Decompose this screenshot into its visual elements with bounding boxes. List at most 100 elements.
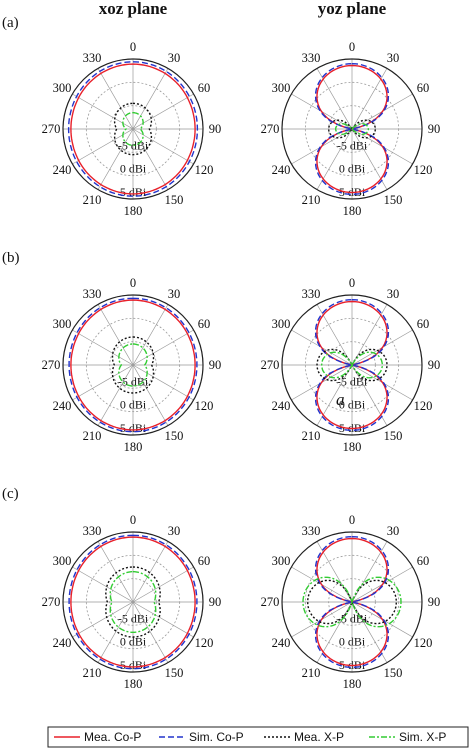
angle-tick-label: 0 (349, 513, 355, 527)
angle-tick-label: 270 (42, 595, 61, 609)
series-line (118, 343, 148, 387)
series-line (109, 571, 157, 633)
angle-tick-label: 330 (83, 524, 102, 538)
series-line (105, 566, 161, 638)
series-line (122, 112, 144, 146)
angular-grid-spoke (132, 329, 194, 366)
polar-outer-ring (281, 58, 423, 200)
angular-grid-spoke (132, 566, 194, 603)
angle-tick-label: 300 (272, 554, 291, 568)
angle-tick-label: 0 (349, 40, 355, 54)
angle-tick-label: 90 (209, 595, 222, 609)
angular-grid-spoke (132, 93, 194, 130)
angular-grid-spoke (97, 364, 134, 426)
legend-label: Sim. X-P (399, 730, 446, 744)
angle-tick-label: 240 (53, 163, 72, 177)
angular-grid-spoke (316, 541, 353, 603)
legend: Mea. Co-P Sim. Co-P Mea. X-P Sim. X-P (47, 726, 469, 748)
angle-tick-label: 60 (198, 554, 211, 568)
angular-grid-spoke (351, 68, 388, 130)
angle-tick-label: 240 (272, 163, 291, 177)
angular-grid-spoke (351, 304, 388, 366)
series-line (67, 61, 199, 197)
angle-tick-label: 150 (165, 193, 184, 207)
angle-tick-label: 120 (414, 636, 433, 650)
angle-tick-label: 300 (53, 554, 72, 568)
angular-grid-spoke (132, 128, 194, 165)
angle-tick-label: 210 (83, 429, 102, 443)
angle-tick-label: 60 (198, 81, 211, 95)
angle-tick-label: 60 (417, 317, 430, 331)
angle-tick-label: 30 (168, 51, 181, 65)
angle-tick-label: 300 (53, 317, 72, 331)
legend-label: Sim. Co-P (189, 730, 244, 744)
series-line (320, 351, 384, 379)
angle-tick-label: 180 (343, 440, 362, 454)
angular-grid-spoke (132, 601, 194, 638)
angle-tick-label: 330 (302, 287, 321, 301)
angle-tick-label: 0 (130, 513, 136, 527)
angle-tick-label: 270 (42, 122, 61, 136)
angle-tick-label: 0 (130, 276, 136, 290)
series-line (302, 576, 402, 628)
angular-grid-spoke (97, 304, 134, 366)
angle-tick-label: 90 (209, 122, 222, 136)
series-line (316, 300, 388, 430)
angle-tick-label: 0 (349, 276, 355, 290)
angle-tick-label: 240 (272, 636, 291, 650)
angle-tick-label: 300 (53, 81, 72, 95)
angle-tick-label: 120 (195, 163, 214, 177)
angular-grid-spoke (132, 364, 169, 426)
angle-tick-label: 180 (124, 677, 143, 691)
series-line (335, 123, 369, 135)
angle-tick-label: 180 (343, 677, 362, 691)
angle-tick-label: 90 (209, 358, 222, 372)
angular-grid-spoke (132, 304, 169, 366)
angle-tick-label: 30 (168, 287, 181, 301)
angle-tick-label: 270 (261, 358, 280, 372)
angle-tick-label: 180 (124, 440, 143, 454)
angle-tick-label: 30 (387, 51, 400, 65)
angle-tick-label: 30 (387, 287, 400, 301)
angle-tick-label: 330 (83, 51, 102, 65)
angular-grid-spoke (72, 93, 134, 130)
angle-tick-label: 180 (124, 204, 143, 218)
series-line (113, 102, 153, 156)
angle-tick-label: 120 (414, 163, 433, 177)
polar-outer-ring (62, 58, 204, 200)
angle-tick-label: 120 (414, 399, 433, 413)
angle-tick-label: 300 (272, 317, 291, 331)
angle-tick-label: 180 (343, 204, 362, 218)
angular-grid-spoke (97, 601, 134, 663)
angle-tick-label: 210 (302, 429, 321, 443)
polar-outer-ring (62, 531, 204, 673)
angle-tick-label: 330 (302, 51, 321, 65)
angle-tick-label: 150 (165, 666, 184, 680)
legend-frame (47, 726, 469, 748)
row-label-b: (b) (2, 250, 20, 266)
angle-tick-label: 60 (417, 554, 430, 568)
angle-tick-label: 90 (428, 358, 441, 372)
angular-grid-spoke (97, 541, 134, 603)
angle-tick-label: 240 (53, 399, 72, 413)
angle-tick-label: 240 (272, 399, 291, 413)
angle-tick-label: 210 (83, 193, 102, 207)
angle-tick-label: 0 (130, 40, 136, 54)
angle-tick-label: 90 (428, 122, 441, 136)
angle-tick-label: 30 (168, 524, 181, 538)
series-line (70, 299, 196, 431)
angle-tick-label: 150 (384, 666, 403, 680)
angular-grid-spoke (132, 128, 169, 190)
angle-tick-label: 150 (384, 193, 403, 207)
angular-grid-spoke (132, 364, 194, 401)
legend-label: Mea. Co-P (84, 730, 141, 744)
row-label-c: (c) (2, 486, 19, 502)
angular-grid-spoke (132, 541, 169, 603)
angle-tick-label: 330 (83, 287, 102, 301)
angular-grid-spoke (72, 329, 134, 366)
